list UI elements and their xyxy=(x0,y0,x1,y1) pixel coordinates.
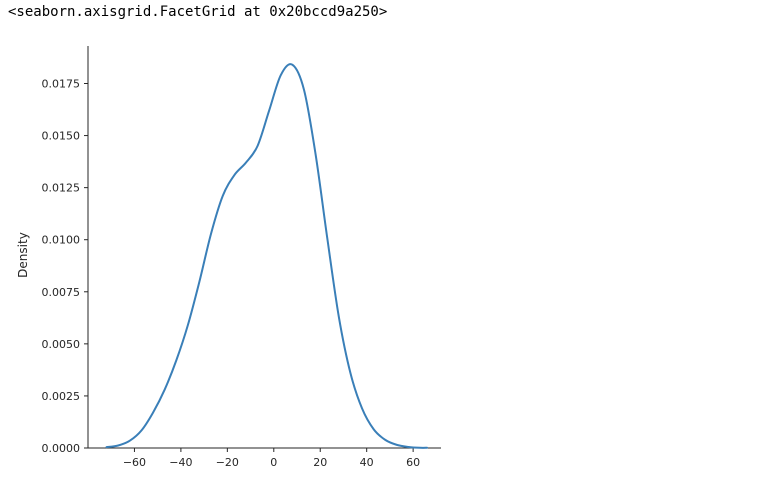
x-tick-label: −20 xyxy=(216,456,239,469)
series-group xyxy=(105,63,429,449)
x-tick-label: −60 xyxy=(123,456,146,469)
x-tick-label: 60 xyxy=(406,456,420,469)
plot-axes xyxy=(87,46,441,449)
cell-output-repr: <seaborn.axisgrid.FacetGrid at 0x20bccd9… xyxy=(8,4,388,20)
density-curve-0 xyxy=(105,63,429,449)
x-tick-label: 40 xyxy=(360,456,374,469)
x-tick-label: −40 xyxy=(169,456,192,469)
y-tick-label: 0.0125 xyxy=(42,182,81,195)
y-tick-label: 0.0050 xyxy=(42,338,81,351)
y-tick-label: 0.0175 xyxy=(42,77,81,90)
y-tick-label: 0.0000 xyxy=(42,442,81,455)
tick-group: −60 −40 −20 0 20 40 60 0.0000 0.0025 0.0050 0.0075… xyxy=(42,77,421,469)
x-tick-label: 20 xyxy=(313,456,327,469)
y-tick-label: 0.0150 xyxy=(42,130,81,143)
y-axis-label: Density xyxy=(16,232,30,278)
y-tick-label: 0.0100 xyxy=(42,234,81,247)
y-tick-label: 0.0075 xyxy=(42,286,81,299)
x-tick-label: 0 xyxy=(270,456,277,469)
y-tick-label: 0.0025 xyxy=(42,390,81,403)
